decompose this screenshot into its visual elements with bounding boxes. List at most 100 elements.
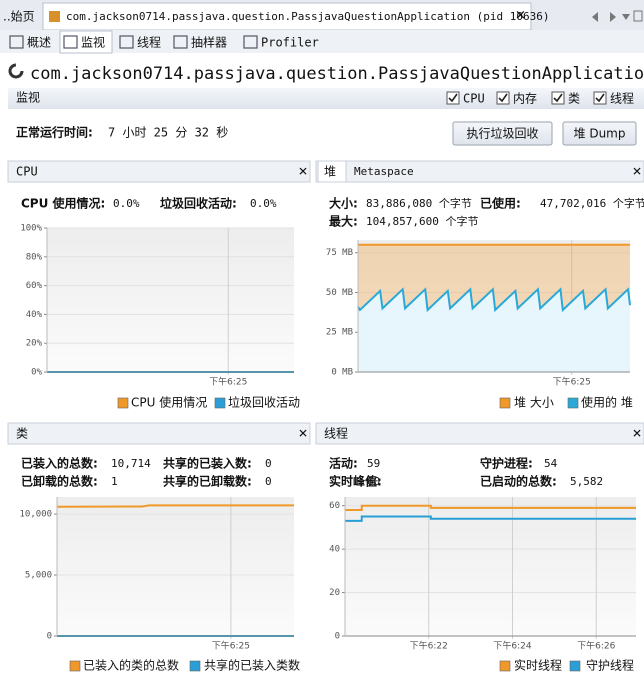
subtab-icon: [173, 35, 188, 49]
uptime-value: 7 小时 25 分 32 秒: [108, 126, 228, 140]
y-tick-label: 5,000: [25, 571, 52, 581]
info-value: 0.0%: [113, 197, 140, 210]
panel-tab-label: 类: [16, 427, 28, 441]
panel-tab-label[interactable]: 堆: [324, 165, 336, 179]
app-title: com.jackson0714.passjava.question.Passja…: [30, 64, 644, 84]
check-mark: [553, 93, 563, 103]
subtab-label[interactable]: 概述: [27, 36, 51, 50]
info-label: 已装入的总数:: [21, 456, 98, 471]
legend-swatch: [569, 660, 581, 672]
y-tick-label: 40%: [26, 310, 43, 320]
checkbox-label[interactable]: 内存: [513, 92, 537, 106]
maximize[interactable]: [633, 10, 643, 22]
panel-tab-label: 线程: [324, 426, 348, 441]
panel-close[interactable]: ✕: [298, 427, 308, 441]
info-value: 47,702,016 个字节: [540, 196, 644, 210]
legend-label: 共享的已装入类数: [204, 658, 300, 673]
info-value: 60: [367, 475, 380, 488]
subtab-icon: [63, 35, 78, 49]
x-tick-label: 下午6:24: [493, 640, 531, 652]
legend-label: 已装入的类的总数: [83, 658, 179, 673]
section-bar: [8, 88, 644, 109]
info-value: 0.0%: [250, 197, 277, 210]
button[interactable]: [562, 121, 637, 146]
checkbox[interactable]: [593, 91, 607, 105]
y-tick-label: 80%: [26, 252, 43, 262]
button-label[interactable]: 执行垃圾回收: [466, 126, 538, 141]
app-tab[interactable]: [42, 2, 532, 31]
panel-close[interactable]: ✕: [298, 165, 308, 179]
tab-menu[interactable]: [622, 14, 630, 20]
subtab-label[interactable]: Profiler: [261, 36, 319, 50]
checkbox-label[interactable]: 类: [568, 92, 580, 106]
y-tick-label: 75 MB: [326, 248, 353, 258]
subtab-label[interactable]: 抽样器: [191, 35, 227, 50]
checkbox[interactable]: [551, 91, 565, 105]
checkbox-label[interactable]: 线程: [610, 91, 634, 106]
legend-swatch: [499, 660, 511, 672]
check-mark: [595, 93, 605, 103]
app-icon: [49, 11, 60, 22]
legend-swatch: [567, 397, 579, 409]
y-tick-label: 25 MB: [326, 328, 353, 338]
legend-label: 使用的 堆: [581, 395, 633, 410]
checkbox[interactable]: [446, 91, 460, 105]
info-label: CPU 使用情况:: [21, 196, 105, 211]
y-tick-label: 0%: [31, 368, 42, 378]
panel-tab-label: CPU: [16, 165, 38, 179]
legend-swatch: [117, 397, 129, 409]
section-title: 监视: [16, 90, 40, 105]
x-tick-label: 下午6:22: [410, 640, 448, 652]
subtab-strip: [0, 30, 644, 53]
x-tick-label: 下午6:25: [553, 376, 591, 388]
y-tick-label: 50 MB: [326, 288, 353, 298]
button[interactable]: [452, 121, 553, 146]
panels: CPU ✕ CPU 使用情况: 0.0% 垃圾回收活动: 0.0% 堆 Metaspace ✕ 大…: [7, 160, 644, 673]
panel-tab-selected[interactable]: [317, 160, 347, 183]
subtab-label[interactable]: 线程: [137, 35, 161, 50]
panel-header: [7, 422, 311, 445]
panel-header: [315, 422, 644, 445]
y-tick-label: 10,000: [19, 510, 52, 520]
check-mark: [448, 93, 458, 103]
subtab-label[interactable]: 监视: [81, 35, 105, 50]
button-label[interactable]: 堆 Dump: [574, 127, 626, 141]
y-tick-label: 20: [329, 588, 340, 598]
legend-swatch: [499, 397, 511, 409]
check-mark: [498, 93, 508, 103]
checkbox[interactable]: [496, 91, 510, 105]
scroll-right[interactable]: [610, 12, 616, 22]
checkboxes: CPU 内存 类 线程: [446, 91, 634, 106]
panel-close[interactable]: ✕: [632, 427, 642, 441]
info-value: 0: [265, 457, 272, 470]
legend-swatch: [214, 397, 226, 409]
info-value: 104,857,600 个字节: [366, 214, 478, 228]
x-tick-label: 下午6:25: [209, 376, 247, 388]
y-tick-label: 0: [47, 632, 52, 642]
panel-tab-label[interactable]: Metaspace: [354, 165, 414, 178]
plot-area: [47, 228, 294, 372]
info-value: 0: [265, 475, 272, 488]
app-tab-label[interactable]: com.jackson0714.passjava.question.Passja…: [66, 10, 549, 23]
info-value: 59: [367, 457, 380, 470]
buttons: 执行垃圾回收 堆 Dump: [452, 121, 637, 146]
close-tab[interactable]: ✕: [515, 9, 526, 24]
line: [56, 504, 294, 508]
legend-label: 垃圾回收活动: [228, 395, 300, 410]
panel-close[interactable]: ✕: [632, 165, 642, 179]
legend-label: 守护线程: [586, 658, 634, 673]
start-tab[interactable]: ..始页: [3, 10, 35, 24]
info-label: 已启动的总数:: [480, 474, 557, 489]
info-label: 最大:: [329, 214, 358, 229]
info-label: 共享的已卸载数:: [163, 474, 252, 489]
y-tick-label: 60%: [26, 281, 43, 291]
info-label: 实时峰值:: [329, 474, 382, 489]
info-label: 大小:: [329, 196, 358, 211]
info-label: 垃圾回收活动:: [160, 196, 237, 211]
y-tick-label: 0 MB: [331, 368, 353, 378]
scroll-left[interactable]: [592, 12, 598, 22]
subtab-icon: [119, 35, 134, 49]
checkbox-label[interactable]: CPU: [463, 92, 485, 106]
info-value: 5,582: [570, 475, 603, 488]
